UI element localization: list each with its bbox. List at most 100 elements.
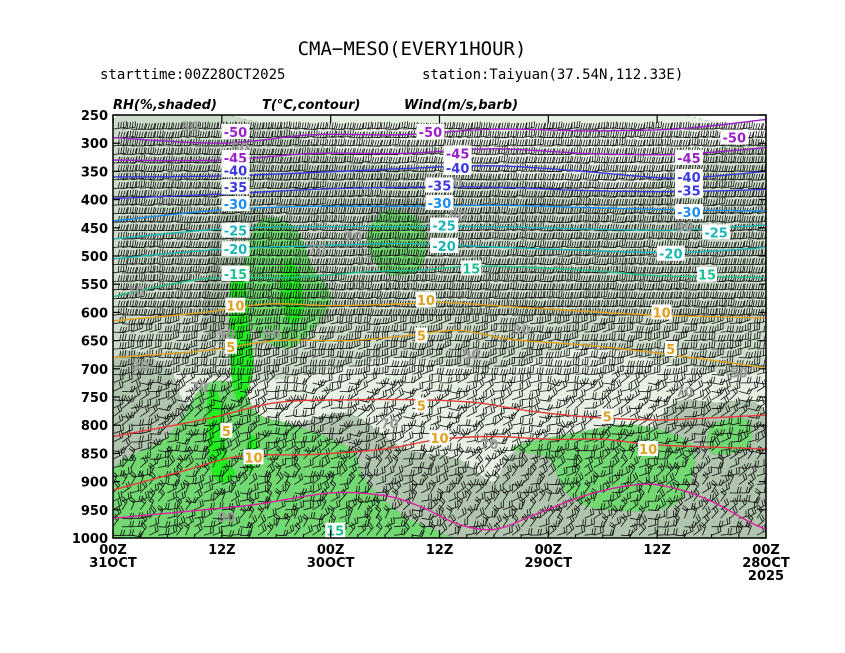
wind-barb [766,404,775,416]
wind-barb [766,429,774,442]
wind-barb [766,492,776,501]
wind-barb [766,396,775,409]
wind-barb [766,368,779,375]
wind-barb [766,283,780,290]
y-tick-label: 600 [81,306,108,321]
station-label: station:Taiyuan(37.54N,112.33E) [422,67,683,83]
y-tick-label: 300 [81,137,108,152]
wind-barb [766,330,777,340]
temp-label: -20 [432,240,456,255]
temp-label: 15 [698,269,716,284]
y-tick-label: 250 [81,109,108,124]
temp-label: -45 [677,152,701,167]
wind-barb [766,508,775,518]
wind-barb [766,429,779,435]
temp-label: 10 [417,294,435,309]
wind-barb [766,291,780,299]
rh-label: 30 [131,360,149,375]
y-tick-label: 950 [81,504,108,519]
wind-barb [766,130,780,138]
start-time-label: starttime:00Z28OCT2025 [100,67,285,83]
wind-barb [766,249,780,256]
rh-label: 70 [381,418,399,433]
wind-barb [766,421,779,427]
x-tick-label: 12Z [426,543,454,558]
x-tick-label: 31OCT [89,556,137,571]
wind-barb [766,165,781,171]
wind-barb [766,360,780,366]
rh-label: 70 [308,243,326,258]
temp-label: 10 [226,300,244,315]
time-height-chart: CMA−MESO(EVERY1HOUR) starttime:00Z28OCT2… [0,0,845,653]
temp-label: -35 [677,185,701,200]
rh-label: 70 [480,438,498,453]
rh-label: 50 [730,367,748,382]
temp-label: 15 [462,262,480,277]
x-tick-label: 12Z [643,543,671,558]
wind-barb [766,300,780,307]
rh-label: 70 [675,385,693,400]
temp-label: -25 [432,220,456,235]
wind-barb [766,257,780,265]
wind-barb [766,224,780,230]
y-tick-label: 500 [81,250,108,265]
rh-label: 90 [217,511,235,526]
rh-label: 70 [190,381,208,396]
wind-barb [766,122,780,129]
temp-label: 5 [666,343,675,358]
wind-barb [766,181,780,189]
temp-label: -30 [224,198,248,213]
rh-label: 50 [462,349,480,364]
y-tick-label: 450 [81,222,108,237]
wind-barb [766,242,781,248]
legend-temp: T(°C,contour) [262,98,360,113]
temp-label: -20 [224,243,248,258]
wind-barb [766,198,780,205]
wind-barb [766,318,780,324]
wind-barb [766,498,774,510]
wind-barb [766,455,772,468]
temp-label: 10 [430,432,448,447]
chart-title: CMA−MESO(EVERY1HOUR) [298,38,527,60]
temp-label: 10 [653,306,671,321]
wind-barb [766,275,780,282]
y-tick-label: 900 [81,476,108,491]
wind-barb [766,191,781,197]
wind-barb [766,528,777,535]
temp-label: -40 [224,164,248,179]
wind-barb [766,476,776,485]
wind-barb [766,324,779,332]
wind-barb [766,216,781,222]
rh-label: 90 [263,328,281,343]
temp-label: -40 [446,162,470,177]
temp-label: 10 [639,443,657,458]
temp-label: -50 [419,126,443,141]
y-tick-label: 550 [81,278,108,293]
temp-label: 10 [245,451,263,466]
temp-label: -50 [723,132,747,147]
y-tick-label: 750 [81,391,108,406]
wind-barb [766,309,780,315]
temp-label: -25 [704,226,728,241]
temp-label: -30 [428,197,452,212]
temp-label: -15 [224,268,248,283]
legend-rh: RH(%,shaded) [113,98,217,113]
plot-area: 50505030303070707070707050501030909090 -… [31,94,845,587]
y-tick-label: 700 [81,363,108,378]
x-tick-label: 12Z [208,543,236,558]
y-tick-label: 850 [81,447,108,462]
temp-label: -35 [428,180,452,195]
x-tick-label: 30OCT [307,556,355,571]
rh-label: 50 [181,120,199,135]
y-tick-label: 650 [81,335,108,350]
wind-barb [766,147,780,155]
rh-label: 10 [127,285,145,300]
y-tick-label: 800 [81,419,108,434]
temp-label: -25 [224,225,248,240]
temp-label: 5 [417,330,426,345]
rh-label: 70 [344,230,362,245]
x-tick-label: 2025 [748,569,784,584]
wind-barb [766,379,780,385]
wind-barb [766,208,781,214]
wind-barb [766,156,780,163]
